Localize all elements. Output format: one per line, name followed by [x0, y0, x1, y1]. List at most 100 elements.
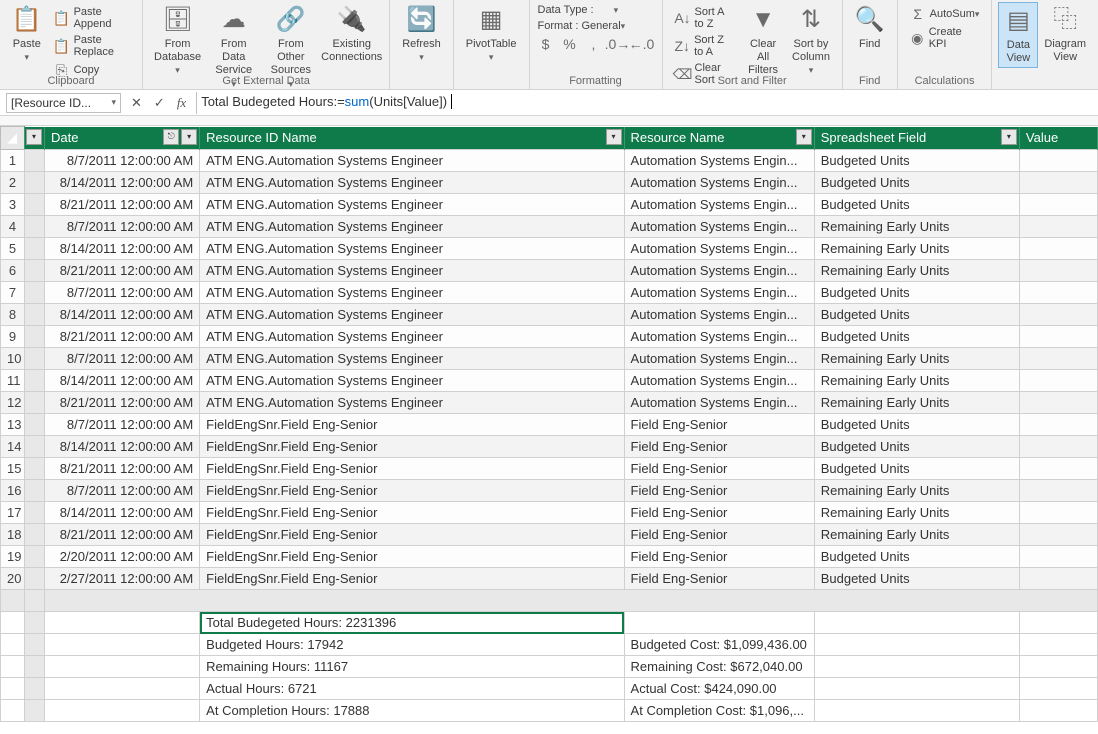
row-number[interactable]: 13 — [1, 414, 25, 436]
row-selector[interactable] — [25, 304, 45, 326]
table-row[interactable]: 192/20/2011 12:00:00 AMFieldEngSnr.Field… — [1, 546, 1098, 568]
resource-name-cell[interactable]: Automation Systems Engin... — [624, 216, 814, 238]
refresh-button[interactable]: 🔄Refresh — [396, 2, 447, 66]
remaining-hours-cell[interactable]: Remaining Hours: 11167 — [200, 656, 624, 678]
value-cell[interactable] — [1019, 370, 1097, 392]
value-cell[interactable] — [1019, 194, 1097, 216]
table-row[interactable]: 38/21/2011 12:00:00 AMATM ENG.Automation… — [1, 194, 1098, 216]
date-cell[interactable]: 2/27/2011 12:00:00 AM — [45, 568, 200, 590]
row-selector[interactable] — [25, 194, 45, 216]
table-row[interactable]: 98/21/2011 12:00:00 AMATM ENG.Automation… — [1, 326, 1098, 348]
date-cell[interactable]: 8/14/2011 12:00:00 AM — [45, 436, 200, 458]
row-number[interactable]: 7 — [1, 282, 25, 304]
resource-id-cell[interactable]: ATM ENG.Automation Systems Engineer — [200, 348, 624, 370]
find-button[interactable]: 🔍Find — [849, 2, 891, 53]
table-row[interactable]: 48/7/2011 12:00:00 AMATM ENG.Automation … — [1, 216, 1098, 238]
table-row[interactable]: 18/7/2011 12:00:00 AMATM ENG.Automation … — [1, 150, 1098, 172]
row-selector[interactable] — [25, 260, 45, 282]
resource-name-cell[interactable]: Field Eng-Senior — [624, 524, 814, 546]
filter-icon[interactable]: ▾ — [181, 129, 197, 145]
resource-name-cell[interactable]: Field Eng-Senior — [624, 502, 814, 524]
name-box[interactable]: [Resource ID... — [6, 93, 121, 113]
value-cell[interactable] — [1019, 414, 1097, 436]
date-cell[interactable]: 8/14/2011 12:00:00 AM — [45, 238, 200, 260]
value-cell[interactable] — [1019, 568, 1097, 590]
value-cell[interactable] — [1019, 216, 1097, 238]
select-all-corner[interactable]: ◢ — [1, 127, 25, 150]
field-cell[interactable]: Budgeted Units — [814, 282, 1019, 304]
field-cell[interactable]: Budgeted Units — [814, 546, 1019, 568]
resource-id-cell[interactable]: ATM ENG.Automation Systems Engineer — [200, 282, 624, 304]
value-column-header[interactable]: Value — [1019, 127, 1097, 150]
field-cell[interactable]: Remaining Early Units — [814, 370, 1019, 392]
date-cell[interactable]: 8/21/2011 12:00:00 AM — [45, 524, 200, 546]
field-cell[interactable]: Remaining Early Units — [814, 348, 1019, 370]
value-cell[interactable] — [1019, 348, 1097, 370]
value-cell[interactable] — [1019, 480, 1097, 502]
decrease-decimal-button[interactable]: ←.0 — [632, 34, 656, 54]
resource-id-cell[interactable]: FieldEngSnr.Field Eng-Senior — [200, 436, 624, 458]
resource-id-cell[interactable]: FieldEngSnr.Field Eng-Senior — [200, 546, 624, 568]
from-database-button[interactable]: 🗄From Database — [149, 2, 206, 80]
clear-all-filters-button[interactable]: ▼Clear All Filters — [740, 2, 786, 80]
table-row[interactable]: 58/14/2011 12:00:00 AMATM ENG.Automation… — [1, 238, 1098, 260]
row-selector[interactable] — [25, 150, 45, 172]
table-row[interactable]: 118/14/2011 12:00:00 AMATM ENG.Automatio… — [1, 370, 1098, 392]
resource-name-cell[interactable]: Automation Systems Engin... — [624, 172, 814, 194]
field-cell[interactable]: Budgeted Units — [814, 172, 1019, 194]
data-type-dropdown[interactable]: Data Type : — [536, 2, 621, 18]
date-cell[interactable]: 8/21/2011 12:00:00 AM — [45, 260, 200, 282]
resource-id-cell[interactable]: ATM ENG.Automation Systems Engineer — [200, 260, 624, 282]
row-selector[interactable] — [25, 348, 45, 370]
row-number[interactable]: 3 — [1, 194, 25, 216]
field-column-header[interactable]: Spreadsheet Field▾ — [814, 127, 1019, 150]
table-row[interactable]: 108/7/2011 12:00:00 AMATM ENG.Automation… — [1, 348, 1098, 370]
field-cell[interactable]: Budgeted Units — [814, 150, 1019, 172]
row-selector[interactable] — [25, 436, 45, 458]
value-cell[interactable] — [1019, 304, 1097, 326]
at-completion-cost-cell[interactable]: At Completion Cost: $1,096,... — [624, 700, 814, 722]
date-cell[interactable]: 8/7/2011 12:00:00 AM — [45, 414, 200, 436]
resource-id-cell[interactable]: FieldEngSnr.Field Eng-Senior — [200, 568, 624, 590]
row-number[interactable]: 17 — [1, 502, 25, 524]
table-row[interactable]: 138/7/2011 12:00:00 AMFieldEngSnr.Field … — [1, 414, 1098, 436]
value-cell[interactable] — [1019, 282, 1097, 304]
date-column-header[interactable]: Date⎋▾ — [45, 127, 200, 150]
value-cell[interactable] — [1019, 546, 1097, 568]
resource-name-cell[interactable]: Automation Systems Engin... — [624, 150, 814, 172]
date-cell[interactable]: 8/14/2011 12:00:00 AM — [45, 370, 200, 392]
row-number[interactable]: 12 — [1, 392, 25, 414]
table-row[interactable]: 148/14/2011 12:00:00 AMFieldEngSnr.Field… — [1, 436, 1098, 458]
row-number[interactable]: 19 — [1, 546, 25, 568]
field-cell[interactable]: Remaining Early Units — [814, 480, 1019, 502]
resource-name-cell[interactable]: Field Eng-Senior — [624, 480, 814, 502]
resource-id-cell[interactable]: ATM ENG.Automation Systems Engineer — [200, 370, 624, 392]
resource-name-cell[interactable]: Automation Systems Engin... — [624, 326, 814, 348]
autosum-button[interactable]: ΣAutoSum — [908, 4, 982, 24]
field-cell[interactable]: Remaining Early Units — [814, 216, 1019, 238]
row-number[interactable]: 8 — [1, 304, 25, 326]
table-row[interactable]: 128/21/2011 12:00:00 AMATM ENG.Automatio… — [1, 392, 1098, 414]
resource-name-cell[interactable]: Automation Systems Engin... — [624, 392, 814, 414]
date-cell[interactable]: 8/7/2011 12:00:00 AM — [45, 216, 200, 238]
row-number[interactable]: 20 — [1, 568, 25, 590]
resource-id-cell[interactable]: FieldEngSnr.Field Eng-Senior — [200, 502, 624, 524]
date-cell[interactable]: 8/7/2011 12:00:00 AM — [45, 480, 200, 502]
date-cell[interactable]: 8/21/2011 12:00:00 AM — [45, 458, 200, 480]
field-cell[interactable]: Budgeted Units — [814, 326, 1019, 348]
value-cell[interactable] — [1019, 436, 1097, 458]
row-selector[interactable] — [25, 216, 45, 238]
date-cell[interactable]: 8/7/2011 12:00:00 AM — [45, 348, 200, 370]
row-number[interactable]: 2 — [1, 172, 25, 194]
value-cell[interactable] — [1019, 172, 1097, 194]
resource-name-cell[interactable]: Field Eng-Senior — [624, 546, 814, 568]
resource-id-cell[interactable]: FieldEngSnr.Field Eng-Senior — [200, 524, 624, 546]
row-selector[interactable] — [25, 414, 45, 436]
row-selector[interactable] — [25, 172, 45, 194]
date-cell[interactable]: 8/21/2011 12:00:00 AM — [45, 326, 200, 348]
date-cell[interactable]: 8/21/2011 12:00:00 AM — [45, 194, 200, 216]
row-selector[interactable] — [25, 392, 45, 414]
row-selector[interactable] — [25, 282, 45, 304]
row-selector[interactable] — [25, 480, 45, 502]
date-cell[interactable]: 8/14/2011 12:00:00 AM — [45, 502, 200, 524]
